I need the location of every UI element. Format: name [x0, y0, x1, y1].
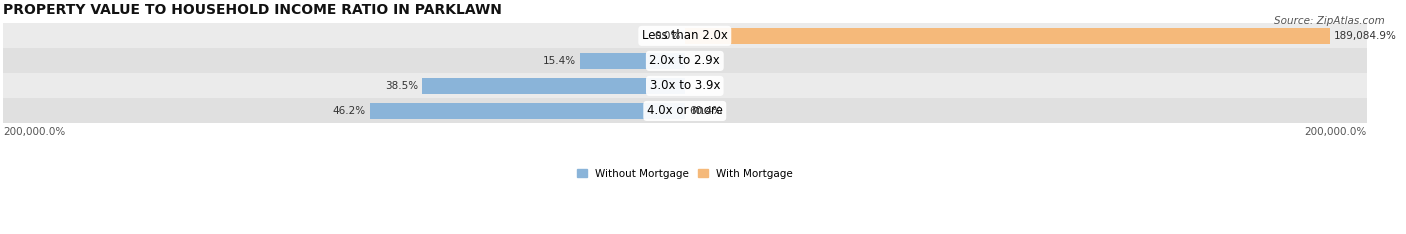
- Bar: [370, 103, 685, 119]
- Text: 38.5%: 38.5%: [385, 81, 418, 91]
- Text: Less than 2.0x: Less than 2.0x: [643, 29, 728, 42]
- Text: 4.0x or more: 4.0x or more: [647, 104, 723, 117]
- Bar: [3, 99, 1367, 124]
- Bar: [3, 23, 1367, 48]
- Text: 200,000.0%: 200,000.0%: [3, 127, 65, 137]
- Text: 60.4%: 60.4%: [689, 106, 723, 116]
- Text: Source: ZipAtlas.com: Source: ZipAtlas.com: [1274, 16, 1385, 26]
- Text: 0.0%: 0.0%: [654, 31, 681, 41]
- Text: 200,000.0%: 200,000.0%: [1305, 127, 1367, 137]
- Text: 46.2%: 46.2%: [332, 106, 366, 116]
- Text: 15.4%: 15.4%: [543, 56, 575, 66]
- Bar: [3, 48, 1367, 73]
- Bar: [579, 53, 685, 69]
- Bar: [685, 28, 1330, 44]
- Text: 3.0x to 3.9x: 3.0x to 3.9x: [650, 79, 720, 92]
- Bar: [422, 78, 685, 94]
- Text: 2.0x to 2.9x: 2.0x to 2.9x: [650, 54, 720, 67]
- Text: PROPERTY VALUE TO HOUSEHOLD INCOME RATIO IN PARKLAWN: PROPERTY VALUE TO HOUSEHOLD INCOME RATIO…: [3, 3, 502, 17]
- Text: 189,084.9%: 189,084.9%: [1334, 31, 1396, 41]
- Bar: [3, 73, 1367, 99]
- Legend: Without Mortgage, With Mortgage: Without Mortgage, With Mortgage: [572, 165, 797, 183]
